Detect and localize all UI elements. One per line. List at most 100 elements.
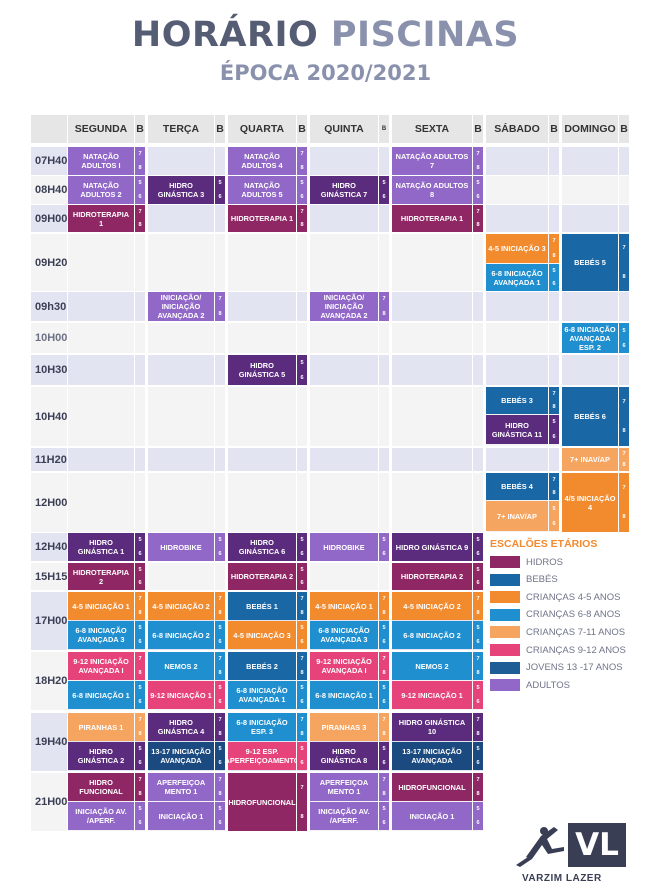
lane-number: 7 (552, 238, 556, 245)
empty-slot (486, 323, 548, 353)
empty-slot (228, 448, 296, 471)
legend-item: CRIANÇAS 7-11 ANOS (490, 626, 625, 639)
empty-b-slot (379, 234, 389, 291)
empty-b-slot (549, 205, 559, 232)
class-block: HIDROBIKE (148, 533, 214, 561)
lane-number: 5 (476, 806, 480, 812)
b-header: B (549, 115, 559, 143)
empty-b-slot (297, 323, 307, 353)
logo-initials: VL (568, 823, 626, 867)
empty-slot (392, 323, 472, 353)
b-header: B (473, 115, 483, 143)
class-block: HIDRO GINÁSTICA 11 (486, 415, 548, 444)
class-block: BEBÉS 1 (228, 592, 296, 620)
lane-number: 8 (218, 791, 222, 797)
lane-number: 8 (382, 610, 386, 616)
empty-b-slot (135, 387, 145, 446)
lane-number: 7 (382, 296, 386, 303)
lane-number: 5 (382, 746, 386, 752)
legend-item: CRIANÇAS 4-5 ANOS (490, 591, 621, 604)
empty-slot (310, 473, 378, 532)
class-block: NATAÇÃO ADULTOS 5 (228, 176, 296, 204)
lane-number: 8 (622, 514, 626, 521)
lane-number: 5 (300, 537, 304, 543)
empty-slot (562, 355, 618, 385)
empty-b-slot (135, 292, 145, 321)
lane-number: 8 (476, 610, 480, 616)
empty-slot (392, 355, 472, 385)
lane-number: 7 (622, 245, 626, 252)
logo-brand: VARZIM LAZER (522, 873, 602, 884)
lane-number: 6 (138, 551, 142, 557)
lane-number: 6 (382, 820, 386, 826)
lane-number: 5 (138, 537, 142, 543)
time-label: 07H40 (31, 147, 67, 175)
lane-number: 6 (476, 580, 480, 587)
empty-b-slot (619, 176, 629, 204)
lane-number: 8 (382, 310, 386, 317)
lane-number: 7 (218, 777, 222, 783)
empty-slot (68, 448, 134, 471)
empty-slot (486, 448, 548, 471)
lane-number: 6 (382, 194, 386, 200)
lane-number: 7 (300, 208, 304, 215)
empty-b-slot (215, 387, 225, 446)
day-header: SEXTA (392, 115, 472, 143)
lane-number: 5 (300, 359, 304, 366)
day-header: SEGUNDA (68, 115, 134, 143)
empty-b-slot (215, 563, 225, 590)
lane-number: 8 (476, 670, 480, 676)
class-block: HIDROTERAPIA 2 (228, 563, 296, 590)
class-block: INICIAÇÃO 1 (148, 802, 214, 830)
lane-number: 5 (476, 566, 480, 573)
lane-number: 6 (382, 699, 386, 705)
empty-b-slot (549, 323, 559, 353)
legend-swatch (490, 556, 520, 568)
page-subtitle: ÉPOCA 2020/2021 (219, 61, 432, 85)
lane-number: 5 (552, 267, 556, 274)
lane-number: 7 (300, 596, 304, 602)
lane-number: 5 (218, 685, 222, 691)
lane-number: 5 (218, 625, 222, 631)
lane-number: 5 (382, 625, 386, 631)
lane-number: 7 (300, 784, 304, 791)
lane-number: 5 (476, 685, 480, 691)
lane-number: 6 (138, 699, 142, 705)
lane-number: 5 (382, 685, 386, 691)
legend-title: ESCALÕES ETÁRIOS (490, 538, 598, 550)
empty-b-slot (473, 387, 483, 446)
lane-number: 7 (382, 596, 386, 602)
empty-slot (68, 387, 134, 446)
empty-b-slot (135, 473, 145, 532)
legend-label: CRIANÇAS 6-8 ANOS (526, 609, 621, 621)
class-block: 4-5 INICIAÇÃO 1 (68, 592, 134, 620)
lane-number: 5 (476, 625, 480, 631)
class-block: 9-12 INICIAÇÃO 1 (392, 681, 472, 709)
day-header: QUINTA (310, 115, 378, 143)
empty-b-slot (619, 147, 629, 175)
lane-number: 6 (476, 760, 480, 766)
time-label: 19H40 (31, 713, 67, 771)
lane-number: 5 (476, 537, 480, 543)
lane-number: 6 (382, 760, 386, 766)
empty-slot (392, 234, 472, 291)
lane-number: 7 (476, 656, 480, 662)
class-block: INICIAÇÃO/ INICIAÇÃO AVANÇADA 2 (310, 292, 378, 321)
